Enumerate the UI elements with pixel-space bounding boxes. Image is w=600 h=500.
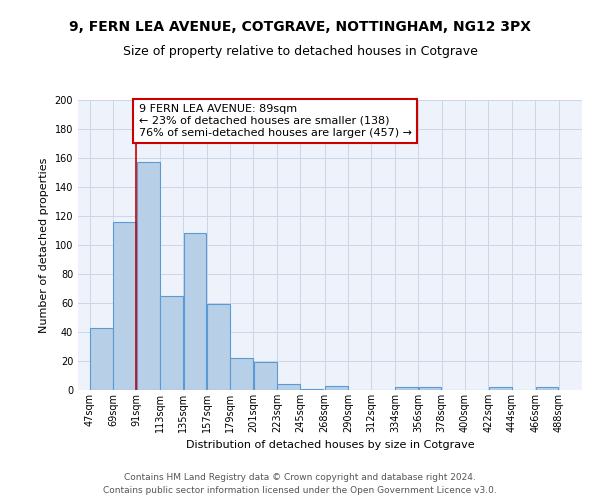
Bar — [395, 387, 418, 390]
Bar — [277, 384, 300, 390]
Text: 9, FERN LEA AVENUE, COTGRAVE, NOTTINGHAM, NG12 3PX: 9, FERN LEA AVENUE, COTGRAVE, NOTTINGHAM… — [69, 20, 531, 34]
Bar — [536, 387, 558, 390]
Bar — [419, 387, 442, 390]
Text: Size of property relative to detached houses in Cotgrave: Size of property relative to detached ho… — [122, 45, 478, 58]
Bar — [184, 234, 206, 390]
Bar — [160, 296, 183, 390]
Bar — [90, 328, 113, 390]
X-axis label: Distribution of detached houses by size in Cotgrave: Distribution of detached houses by size … — [185, 440, 475, 450]
Bar — [137, 162, 160, 390]
Bar — [325, 386, 348, 390]
Text: Contains HM Land Registry data © Crown copyright and database right 2024.
Contai: Contains HM Land Registry data © Crown c… — [103, 474, 497, 495]
Bar — [113, 222, 136, 390]
Bar — [230, 358, 253, 390]
Bar — [207, 304, 230, 390]
Y-axis label: Number of detached properties: Number of detached properties — [39, 158, 49, 332]
Bar — [301, 388, 323, 390]
Bar — [489, 387, 512, 390]
Bar — [254, 362, 277, 390]
Text: 9 FERN LEA AVENUE: 89sqm
← 23% of detached houses are smaller (138)
76% of semi-: 9 FERN LEA AVENUE: 89sqm ← 23% of detach… — [139, 104, 412, 138]
